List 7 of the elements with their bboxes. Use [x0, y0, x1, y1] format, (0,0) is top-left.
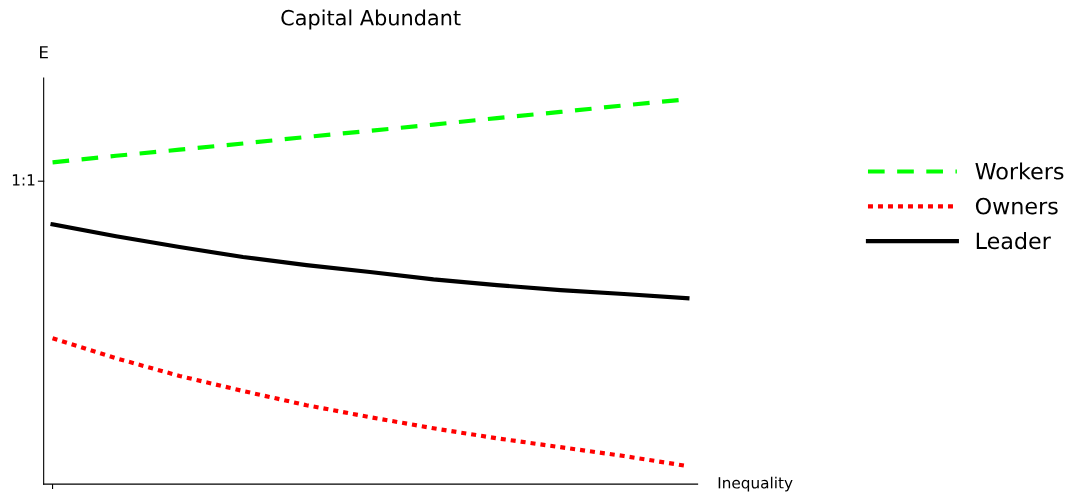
legend-label: Workers — [975, 162, 1064, 180]
text: 1:1 — [12, 174, 35, 186]
x-axis-title: Inequality — [718, 476, 793, 492]
legend-label: Leader — [976, 232, 1051, 250]
chart-title: Capital Abundant — [281, 9, 461, 30]
y-axis-title: E — [40, 46, 48, 59]
legend-label: Owners — [975, 197, 1058, 215]
